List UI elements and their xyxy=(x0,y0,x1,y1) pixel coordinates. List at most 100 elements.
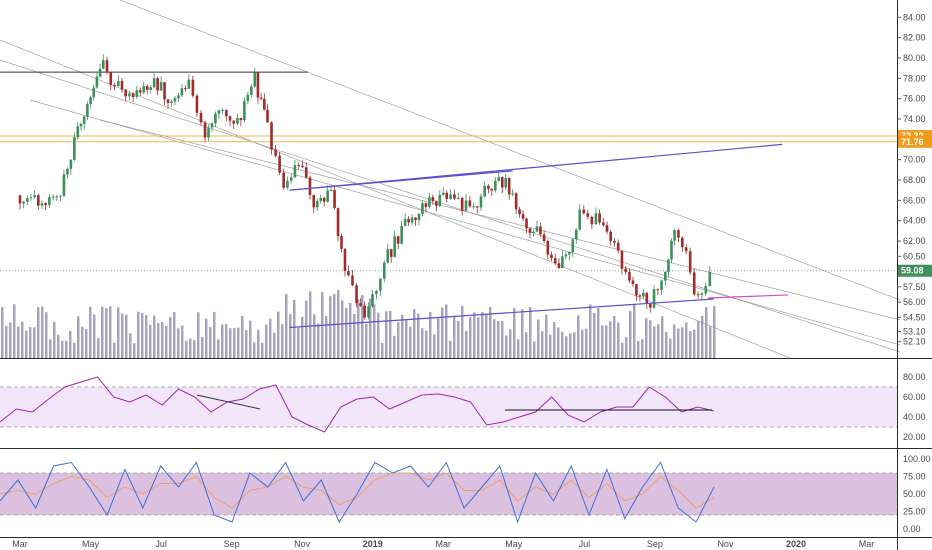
candle-body[interactable] xyxy=(59,195,62,197)
candle-body[interactable] xyxy=(445,192,449,199)
candle-body[interactable] xyxy=(542,234,546,241)
candle-body[interactable] xyxy=(98,68,102,77)
extended-trendline[interactable] xyxy=(289,143,783,191)
candle-body[interactable] xyxy=(62,174,66,196)
candle-body[interactable] xyxy=(142,86,146,93)
candle-body[interactable] xyxy=(221,110,224,112)
candle-body[interactable] xyxy=(163,82,166,100)
candle-body[interactable] xyxy=(557,263,561,269)
candle-body[interactable] xyxy=(289,177,293,181)
candle-body[interactable] xyxy=(270,122,273,150)
candle-body[interactable] xyxy=(638,295,642,297)
candle-body[interactable] xyxy=(696,294,700,296)
candle-body[interactable] xyxy=(620,250,624,269)
candle-body[interactable] xyxy=(336,208,340,237)
candle-body[interactable] xyxy=(166,99,170,103)
candle-body[interactable] xyxy=(351,275,354,286)
candle-body[interactable] xyxy=(44,203,47,206)
candle-body[interactable] xyxy=(410,217,414,223)
stoch-k-line[interactable] xyxy=(0,461,715,524)
candle-body[interactable] xyxy=(389,249,393,257)
candle-body[interactable] xyxy=(624,268,628,272)
candle-body[interactable] xyxy=(464,200,468,211)
candle-body[interactable] xyxy=(428,197,431,207)
candle-body[interactable] xyxy=(66,168,69,175)
candle-body[interactable] xyxy=(113,84,116,87)
candle-body[interactable] xyxy=(304,167,308,178)
candle-body[interactable] xyxy=(109,72,113,85)
candle-body[interactable] xyxy=(48,197,51,206)
candle-body[interactable] xyxy=(69,159,73,169)
candle-body[interactable] xyxy=(177,95,180,99)
candle-body[interactable] xyxy=(195,95,199,113)
candle-body[interactable] xyxy=(149,87,152,90)
candle-body[interactable] xyxy=(326,190,329,202)
candle-body[interactable] xyxy=(82,116,86,124)
candle-body[interactable] xyxy=(417,213,421,221)
candle-body[interactable] xyxy=(514,193,518,210)
candle-body[interactable] xyxy=(95,76,99,88)
candle-body[interactable] xyxy=(483,185,486,197)
candle-body[interactable] xyxy=(79,123,83,127)
candle-body[interactable] xyxy=(135,90,139,98)
candle-body[interactable] xyxy=(438,194,442,206)
candle-body[interactable] xyxy=(609,231,613,241)
candle-body[interactable] xyxy=(152,78,156,88)
candle-body[interactable] xyxy=(145,86,149,90)
candle-body[interactable] xyxy=(500,177,504,188)
rsi-pane[interactable] xyxy=(0,376,897,433)
candle-body[interactable] xyxy=(156,78,159,91)
candle-body[interactable] xyxy=(263,98,266,110)
candle-body[interactable] xyxy=(363,305,366,318)
candle-body[interactable] xyxy=(173,98,177,102)
candle-body[interactable] xyxy=(315,200,319,208)
candle-body[interactable] xyxy=(18,195,22,204)
candle-body[interactable] xyxy=(232,120,236,124)
candle-body[interactable] xyxy=(359,303,362,306)
candle-body[interactable] xyxy=(568,252,571,255)
candle-body[interactable] xyxy=(138,90,142,93)
candle-body[interactable] xyxy=(578,209,582,230)
candle-body[interactable] xyxy=(677,230,680,238)
candle-body[interactable] xyxy=(561,256,564,269)
candle-body[interactable] xyxy=(511,193,514,195)
candle-body[interactable] xyxy=(105,60,109,73)
candle-body[interactable] xyxy=(571,239,575,253)
candle-body[interactable] xyxy=(393,236,397,257)
candle-body[interactable] xyxy=(435,201,438,206)
candle-body[interactable] xyxy=(199,112,203,123)
candle-body[interactable] xyxy=(692,272,696,295)
candle-body[interactable] xyxy=(266,109,269,123)
candle-body[interactable] xyxy=(441,192,445,195)
candle-body[interactable] xyxy=(670,240,673,260)
candle-body[interactable] xyxy=(225,110,228,117)
rsi-line[interactable] xyxy=(0,376,715,433)
candle-body[interactable] xyxy=(33,195,36,198)
candle-body[interactable] xyxy=(375,290,378,295)
candle-body[interactable] xyxy=(460,198,464,211)
candle-body[interactable] xyxy=(660,280,663,291)
candle-body[interactable] xyxy=(101,60,105,69)
candle-body[interactable] xyxy=(642,292,645,297)
candle-body[interactable] xyxy=(297,165,301,167)
candle-body[interactable] xyxy=(521,214,525,219)
candle-body[interactable] xyxy=(472,206,475,208)
candle-body[interactable] xyxy=(396,236,400,244)
candle-body[interactable] xyxy=(684,247,688,252)
candle-body[interactable] xyxy=(92,87,96,98)
candle-body[interactable] xyxy=(124,89,128,97)
candle-body[interactable] xyxy=(228,116,232,121)
candle-body[interactable] xyxy=(656,289,660,291)
candle-body[interactable] xyxy=(532,231,535,233)
candle-body[interactable] xyxy=(246,94,250,102)
candle-body[interactable] xyxy=(347,270,350,276)
candle-body[interactable] xyxy=(468,200,472,207)
candle-body[interactable] xyxy=(301,165,304,168)
candle-body[interactable] xyxy=(667,259,670,272)
candle-body[interactable] xyxy=(525,218,528,229)
candle-body[interactable] xyxy=(184,88,187,90)
candle-body[interactable] xyxy=(382,262,386,279)
candle-body[interactable] xyxy=(421,203,424,214)
candle-body[interactable] xyxy=(37,195,40,206)
candle-body[interactable] xyxy=(487,185,490,189)
